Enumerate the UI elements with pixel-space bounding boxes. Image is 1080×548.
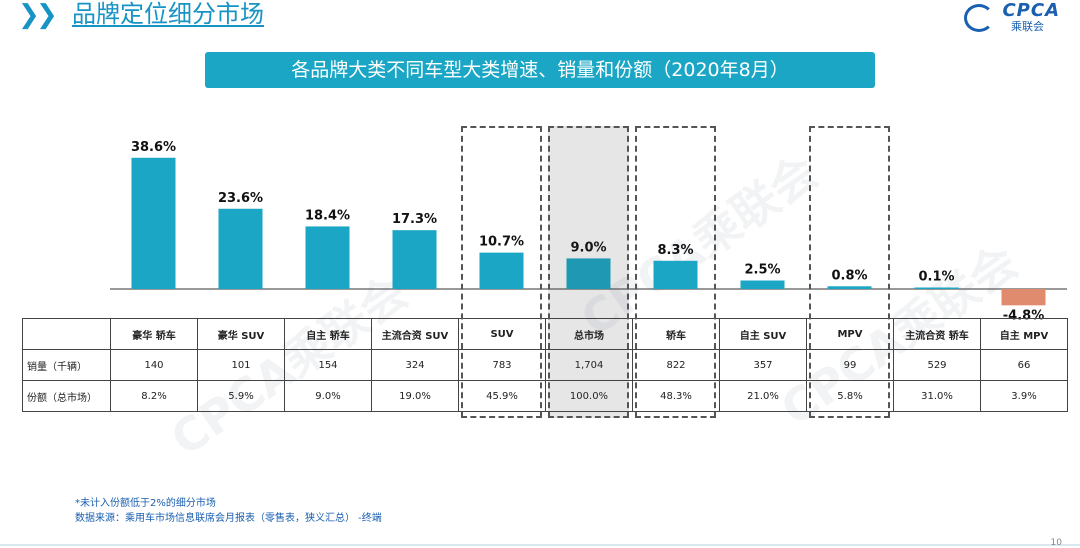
bar-10 [1001, 289, 1046, 306]
row-label: 销量（千辆） [22, 349, 111, 381]
category-label-0: 豪华 轿车 [110, 318, 198, 350]
bar-8 [827, 286, 872, 289]
table-cell: 140 [110, 349, 198, 381]
logo-swoosh-icon [964, 4, 994, 32]
data-label-7: 2.5% [744, 263, 780, 278]
table-cell: 5.9% [197, 380, 285, 412]
data-label-9: 0.1% [918, 270, 954, 285]
chevron-right-icon: ❯ [18, 0, 40, 30]
table-cell: 45.9% [458, 380, 546, 412]
footnote: *未计入份额低于2%的细分市场 数据来源：乘用车市场信息联席会月报表（零售表，狭… [75, 496, 382, 526]
table-cell: 3.9% [980, 380, 1068, 412]
chart-banner-title: 各品牌大类不同车型大类增速、销量和份额（2020年8月） [205, 52, 875, 88]
table-cell: 357 [719, 349, 807, 381]
header: ❯ ❯ 品牌定位细分市场 CPCA 乘联会 [0, 0, 1080, 40]
category-label-8: MPV [806, 318, 894, 350]
bottom-divider [0, 544, 1080, 546]
bar-0 [131, 157, 176, 289]
table-cell: 8.2% [110, 380, 198, 412]
table-cell: 100.0% [545, 380, 633, 412]
source-note: 数据来源：乘用车市场信息联席会月报表（零售表，狭义汇总） -终端 [75, 513, 382, 524]
table-row: 销量（千辆） 140 101 154 324 783 1,704 822 357 99 529 66 [22, 349, 1068, 381]
table-cell: 822 [632, 349, 720, 381]
table-cell: 9.0% [284, 380, 372, 412]
table-cell: 529 [893, 349, 981, 381]
logo-subtitle: 乘联会 [1011, 20, 1044, 33]
data-table: 豪华 轿车 豪华 SUV 自主 轿车 主流合资 SUV SUV 总市场 轿车 自主 SUV MP… [22, 318, 1068, 412]
table-cell: 1,704 [545, 349, 633, 381]
category-label-2: 自主 轿车 [284, 318, 372, 350]
table-row: 份额（总市场） 8.2% 5.9% 9.0% 19.0% 45.9% 100.0% 48.3… [22, 380, 1068, 412]
table-cell: 783 [458, 349, 546, 381]
data-label-2: 18.4% [305, 208, 350, 223]
table-cell: 21.0% [719, 380, 807, 412]
category-label-4: SUV [458, 318, 546, 350]
logo-text: CPCA [1002, 0, 1060, 21]
table-cell: 101 [197, 349, 285, 381]
bar-7 [740, 280, 785, 289]
category-label-7: 自主 SUV [719, 318, 807, 350]
table-header-row: 豪华 轿车 豪华 SUV 自主 轿车 主流合资 SUV SUV 总市场 轿车 自主 SUV MP… [22, 318, 1068, 350]
table-corner-cell [22, 318, 111, 350]
data-label-3: 17.3% [392, 212, 437, 227]
bar-3 [392, 230, 437, 289]
row-label: 份额（总市场） [22, 380, 111, 412]
bar-1 [218, 208, 263, 289]
category-label-1: 豪华 SUV [197, 318, 285, 350]
chevron-right-icon: ❯ [36, 0, 58, 30]
bar-5 [566, 258, 611, 289]
table-cell: 324 [371, 349, 459, 381]
category-label-9: 主流合资 轿车 [893, 318, 981, 350]
page-title: 品牌定位细分市场 [72, 0, 264, 28]
bar-6 [653, 260, 698, 289]
category-label-5: 总市场 [545, 318, 633, 350]
data-label-8: 0.8% [831, 268, 867, 283]
data-label-4: 10.7% [479, 235, 524, 250]
data-label-6: 8.3% [657, 243, 693, 258]
cpca-logo: CPCA 乘联会 [964, 0, 1066, 34]
bar-9 [914, 287, 959, 289]
bar-4 [479, 252, 524, 289]
table-cell: 5.8% [806, 380, 894, 412]
table-cell: 48.3% [632, 380, 720, 412]
data-label-1: 23.6% [218, 191, 263, 206]
category-label-3: 主流合资 SUV [371, 318, 459, 350]
page-number: 10 [1050, 538, 1062, 548]
table-cell: 154 [284, 349, 372, 381]
category-label-10: 自主 MPV [980, 318, 1068, 350]
data-label-0: 38.6% [131, 140, 176, 155]
footnote-line: *未计入份额低于2%的细分市场 [75, 498, 216, 509]
table-cell: 66 [980, 349, 1068, 381]
table-cell: 31.0% [893, 380, 981, 412]
table-cell: 19.0% [371, 380, 459, 412]
data-label-5: 9.0% [570, 240, 606, 255]
bar-2 [305, 226, 350, 289]
category-label-6: 轿车 [632, 318, 720, 350]
table-cell: 99 [806, 349, 894, 381]
